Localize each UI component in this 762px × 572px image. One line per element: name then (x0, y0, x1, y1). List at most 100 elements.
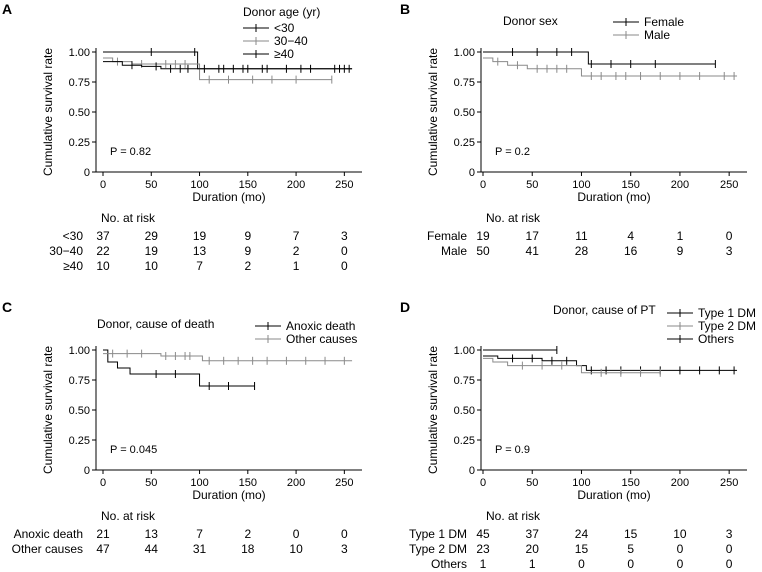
x-tick-label: 100 (572, 179, 590, 191)
y-tick-label: 0.25 (69, 137, 90, 149)
risk-value: 10 (289, 542, 303, 556)
x-tick-label: 250 (335, 179, 353, 191)
legend-item-label: <30 (274, 21, 295, 35)
y-tick-label: 1.00 (454, 345, 475, 357)
risk-value: 17 (526, 229, 540, 243)
risk-value: 41 (526, 244, 540, 258)
y-tick-label: 0 (84, 167, 90, 179)
y-tick-label: 1.00 (69, 47, 90, 59)
risk-row-label: Type 2 DM (409, 542, 467, 556)
x-axis-label: Duration (mo) (577, 190, 650, 204)
x-tick-label: 50 (526, 179, 538, 191)
risk-value: 19 (476, 229, 490, 243)
risk-value: 10 (673, 527, 687, 541)
panel-letter: A (2, 1, 12, 17)
risk-row-label: <30 (63, 229, 84, 243)
y-tick-label: 0 (84, 465, 90, 477)
y-tick-label: 0.75 (454, 375, 475, 387)
x-tick-label: 150 (239, 477, 257, 489)
x-tick-label: 200 (287, 179, 305, 191)
x-tick-label: 200 (671, 477, 689, 489)
risk-value: 18 (241, 542, 255, 556)
risk-value: 28 (575, 244, 589, 258)
risk-value: 10 (145, 259, 159, 273)
survival-curve-0 (103, 349, 255, 387)
legend-title: Donor, cause of death (97, 317, 214, 331)
risk-value: 50 (476, 244, 490, 258)
legend-item-label: 30−40 (274, 34, 308, 48)
risk-value: 7 (196, 527, 203, 541)
risk-value: 9 (677, 244, 684, 258)
risk-value: 37 (96, 229, 110, 243)
risk-value: 0 (677, 542, 684, 556)
risk-value: 1 (480, 557, 487, 571)
x-tick-label: 50 (145, 179, 157, 191)
risk-value: 47 (96, 542, 110, 556)
y-tick-label: 0.25 (69, 435, 90, 447)
y-tick-label: 0.25 (454, 137, 475, 149)
legend-item-label: Female (644, 15, 684, 29)
risk-value: 15 (575, 542, 589, 556)
risk-value: 7 (293, 229, 300, 243)
risk-value: 0 (341, 527, 348, 541)
risk-value: 0 (726, 557, 733, 571)
x-tick-label: 150 (622, 477, 640, 489)
y-axis-label: Cumulative survival rate (426, 48, 440, 176)
x-tick-label: 250 (720, 179, 738, 191)
risk-value: 0 (627, 557, 634, 571)
risk-value: 19 (145, 244, 159, 258)
risk-value: 13 (145, 527, 159, 541)
risk-value: 20 (526, 542, 540, 556)
panel-letter: B (400, 1, 410, 17)
x-axis-label: Duration (mo) (577, 488, 650, 502)
y-tick-label: 0.50 (69, 405, 90, 417)
risk-value: 23 (476, 542, 490, 556)
legend-item-label: Anoxic death (286, 319, 355, 333)
risk-row-label: Anoxic death (14, 527, 83, 541)
survival-curve-0 (483, 355, 738, 371)
legend-item-label: Others (698, 332, 734, 346)
risk-value: 2 (244, 259, 251, 273)
risk-value: 7 (196, 259, 203, 273)
x-tick-label: 100 (190, 477, 208, 489)
survival-curve-0 (103, 51, 353, 70)
x-axis-label: Duration (mo) (192, 190, 265, 204)
x-tick-label: 150 (239, 179, 257, 191)
risk-value: 0 (578, 557, 585, 571)
legend-item-label: Male (644, 28, 670, 42)
risk-value: 1 (293, 259, 300, 273)
x-tick-label: 200 (671, 179, 689, 191)
y-tick-label: 1.00 (454, 47, 475, 59)
risk-value: 19 (193, 229, 207, 243)
x-tick-label: 150 (622, 179, 640, 191)
y-tick-label: 0 (469, 167, 475, 179)
x-tick-label: 0 (480, 477, 486, 489)
legend-title: Donor sex (503, 14, 558, 28)
x-tick-label: 100 (572, 477, 590, 489)
y-axis-label: Cumulative survival rate (41, 48, 55, 176)
survival-curve-1 (483, 357, 661, 374)
risk-value: 45 (476, 527, 490, 541)
y-tick-label: 0.50 (454, 405, 475, 417)
y-axis-label: Cumulative survival rate (426, 346, 440, 474)
risk-value: 16 (624, 244, 638, 258)
risk-row-label: Female (427, 229, 467, 243)
p-value: P = 0.9 (495, 444, 530, 456)
risk-row-label: 30−40 (49, 244, 83, 258)
risk-value: 1 (529, 557, 536, 571)
p-value: P = 0.2 (495, 146, 530, 158)
legend-item-label: ≥40 (274, 47, 294, 61)
risk-value: 3 (726, 527, 733, 541)
y-tick-label: 0.50 (69, 107, 90, 119)
risk-table-header: No. at risk (486, 211, 541, 225)
legend-item-label: Type 1 DM (698, 306, 756, 320)
risk-value: 0 (726, 542, 733, 556)
x-tick-label: 50 (145, 477, 157, 489)
y-tick-label: 0.25 (454, 435, 475, 447)
risk-value: 0 (341, 259, 348, 273)
x-tick-label: 100 (190, 179, 208, 191)
risk-table-header: No. at risk (486, 509, 541, 523)
p-value: P = 0.045 (110, 444, 157, 456)
y-tick-label: 0.75 (454, 77, 475, 89)
risk-value: 1 (677, 229, 684, 243)
